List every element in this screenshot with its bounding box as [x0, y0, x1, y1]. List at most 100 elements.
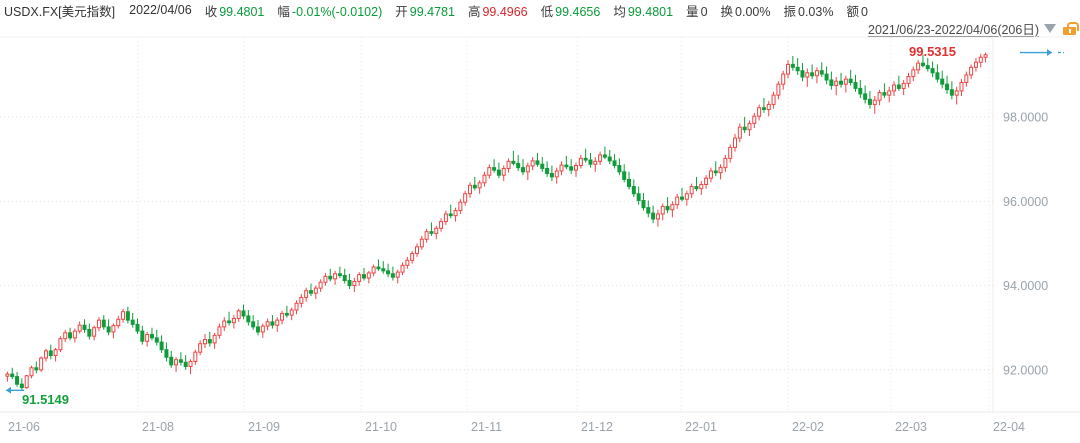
candle-body-up [63, 332, 68, 340]
candle-body-down [540, 163, 545, 169]
candle-body-up [405, 259, 410, 266]
candle-body-down [588, 159, 593, 165]
candle-body-down [87, 328, 92, 337]
candle-body-down [130, 319, 135, 325]
candle-body-down [19, 383, 24, 389]
quote-field-换: 换 0.00% [721, 5, 771, 19]
candle-body-down [308, 290, 313, 294]
candle-body-up [969, 66, 974, 76]
candle-body-up [776, 83, 781, 96]
candle-body-down [694, 186, 699, 190]
candle-body-down [492, 167, 497, 171]
candle-body-down [101, 319, 106, 328]
candle-body-up [704, 177, 709, 185]
candle-body-down [381, 268, 386, 272]
candle-body-up [72, 330, 77, 339]
candle-body-down [545, 167, 550, 175]
quote-field-label: 开 [395, 4, 408, 19]
quote-field-value: 99.4966 [482, 4, 528, 19]
candle-body-up [877, 92, 882, 101]
candle-body-up [906, 76, 911, 84]
candle-body-up [39, 357, 44, 371]
quote-field-value: 99.4801 [627, 4, 674, 19]
x-axis-tick-label: 21-06 [8, 420, 40, 434]
candle-body-up [453, 210, 458, 217]
candle-body-up [313, 287, 318, 294]
quote-field-value: -0.01%(-0.0102) [291, 4, 383, 19]
date-range-label[interactable]: 2021/06/23-2022/04/06(206日) [868, 22, 1039, 37]
candle-body-down [270, 321, 275, 326]
candle-body-up [116, 318, 121, 327]
candle-body-down [496, 169, 501, 176]
candle-body-down [617, 165, 622, 173]
candle-body-down [284, 312, 289, 316]
candle-body-down [651, 212, 656, 220]
candle-body-down [535, 160, 540, 165]
candle-body-down [251, 321, 256, 328]
candle-body-up [53, 349, 58, 357]
y-axis-tick-label: 96.0000 [1003, 195, 1048, 209]
quote-field-label: 额 [846, 4, 859, 19]
candle-body-up [843, 78, 848, 85]
lock-icon[interactable] [1063, 21, 1079, 35]
candle-body-up [5, 373, 10, 377]
candle-body-down [337, 273, 342, 276]
quote-date: 2022/04/06 [129, 3, 192, 17]
candle-body-up [357, 274, 362, 282]
quote-field-value: 99.4781 [409, 4, 455, 19]
x-axis-tick-label: 22-02 [792, 420, 824, 434]
candle-body-down [853, 82, 858, 89]
candle-body-up [323, 275, 328, 283]
candle-body-up [193, 351, 198, 362]
candle-body-up [487, 167, 492, 176]
candle-body-up [964, 74, 969, 84]
candle-body-down [328, 275, 333, 280]
candle-body-up [212, 334, 217, 344]
candle-body-down [154, 337, 159, 343]
candle-body-up [973, 61, 978, 68]
candle-body-down [622, 171, 627, 180]
candle-body-up [275, 319, 280, 326]
quote-fields: 收 99.4801 幅 -0.01%(-0.0102) 开 99.4781 高 99.4966… [192, 1, 868, 20]
chevron-down-icon[interactable] [1044, 23, 1056, 33]
candle-body-up [299, 296, 304, 304]
candle-body-down [935, 72, 940, 80]
quote-field-幅: 幅 -0.01%(-0.0102) [277, 5, 382, 19]
candle-body-down [386, 270, 391, 275]
candle-body-up [443, 213, 448, 223]
candle-body-up [834, 80, 839, 86]
candle-body-up [805, 72, 810, 78]
candle-body-down [34, 367, 39, 371]
candle-body-up [728, 146, 733, 159]
date-range-selector[interactable]: 2021/06/23-2022/04/06(206日) [868, 18, 1079, 38]
candle-body-down [140, 330, 145, 342]
candle-body-up [954, 90, 959, 96]
candle-body-down [612, 160, 617, 167]
quote-field-振: 振 0.03% [783, 5, 833, 19]
candle-body-up [424, 231, 429, 240]
candle-body-down [361, 274, 366, 279]
candle-body-up [121, 311, 126, 320]
candle-body-down [15, 376, 20, 385]
candle-body-down [521, 167, 526, 173]
candle-body-down [940, 78, 945, 85]
candle-body-down [882, 92, 887, 96]
candle-body-down [602, 154, 607, 158]
candle-body-up [96, 319, 101, 329]
candle-body-down [347, 280, 352, 287]
candle-body-down [945, 83, 950, 91]
y-axis-tick-label: 92.0000 [1003, 363, 1048, 377]
candle-body-up [757, 107, 762, 117]
candle-body-up [959, 82, 964, 92]
candle-body-up [111, 325, 116, 333]
candle-body-down [665, 205, 670, 211]
candle-body-up [675, 196, 680, 206]
candle-body-down [920, 62, 925, 67]
candle-body-up [506, 160, 511, 169]
candle-body-down [636, 193, 641, 201]
quote-field-label: 换 [720, 4, 734, 19]
candle-body-up [598, 154, 603, 162]
candle-body-up [766, 103, 771, 110]
